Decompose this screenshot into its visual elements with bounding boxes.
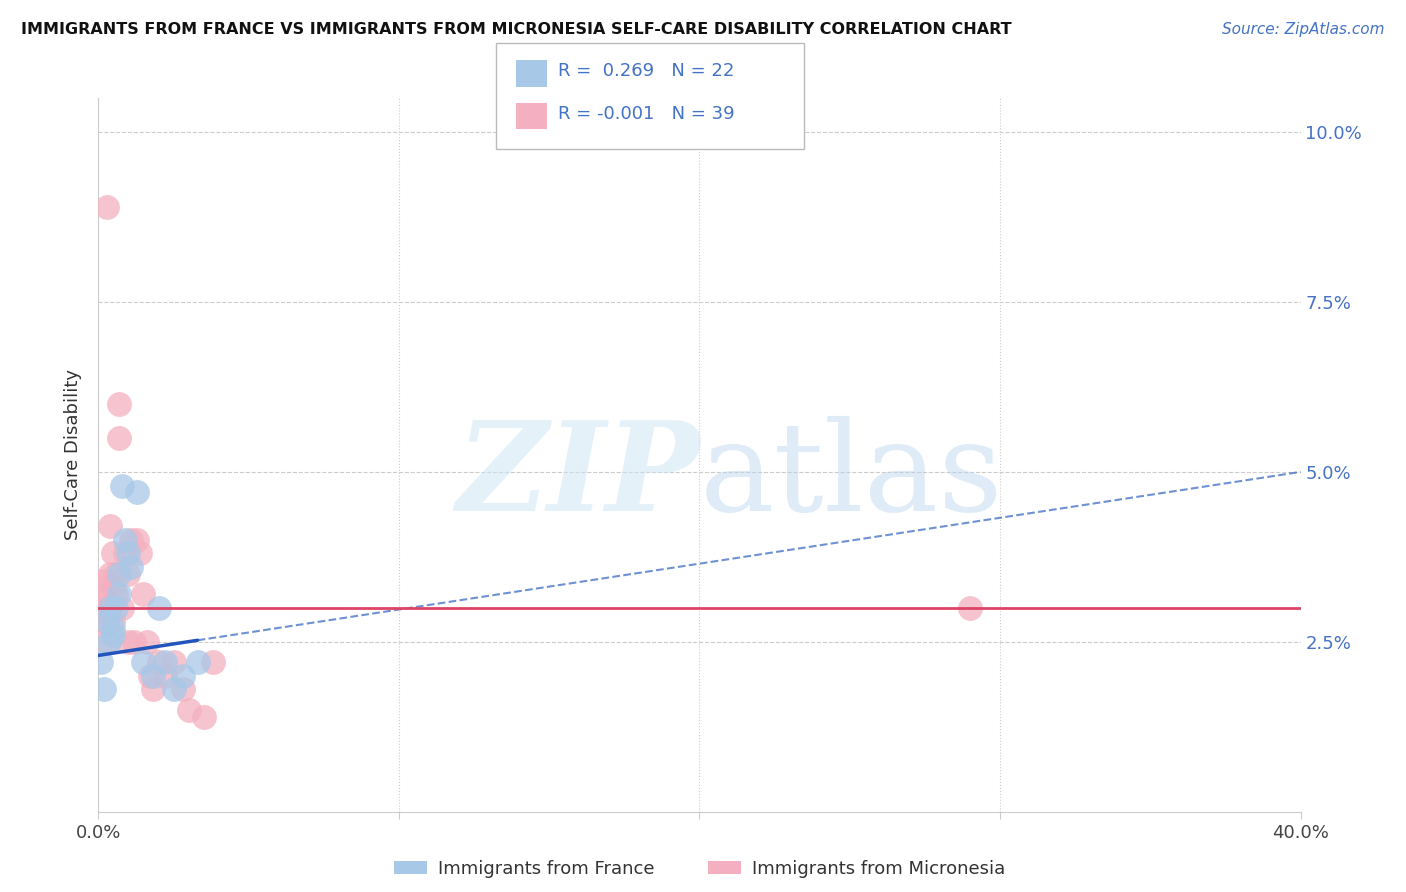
Point (105, 587, 128, 601)
Point (96, 581, 118, 595)
Point (162, 682, 184, 697)
Point (117, 566, 139, 581)
Point (103, 615, 125, 629)
Point (129, 546, 152, 560)
Point (177, 703, 200, 717)
Point (96, 635, 118, 649)
Point (135, 635, 157, 649)
Text: R = -0.001   N = 39: R = -0.001 N = 39 (558, 105, 735, 123)
Point (100, 519, 122, 533)
Text: R =  0.269   N = 22: R = 0.269 N = 22 (558, 62, 734, 80)
Point (127, 533, 149, 547)
Point (127, 485, 149, 500)
Point (117, 635, 139, 649)
Point (90, 615, 112, 629)
Point (187, 655, 209, 669)
Point (111, 600, 134, 615)
Point (162, 655, 184, 669)
Point (90, 600, 112, 615)
Text: ZIP: ZIP (456, 416, 700, 537)
Point (108, 397, 131, 411)
Point (153, 655, 176, 669)
Point (100, 600, 122, 615)
Point (132, 587, 155, 601)
Point (172, 669, 194, 683)
Point (97, 635, 120, 649)
Point (105, 566, 128, 581)
Point (93, 615, 115, 629)
Point (93, 574, 115, 588)
Point (138, 669, 160, 683)
Point (108, 566, 131, 581)
Point (121, 533, 143, 547)
Point (114, 533, 136, 547)
Point (148, 600, 170, 615)
Point (105, 600, 128, 615)
Point (117, 546, 139, 560)
Point (148, 655, 170, 669)
Point (90, 655, 112, 669)
Text: atlas: atlas (700, 416, 1002, 537)
Point (103, 621, 125, 635)
Point (141, 669, 163, 683)
Point (132, 655, 155, 669)
Point (96, 200, 118, 214)
Point (959, 600, 981, 615)
Text: IMMIGRANTS FROM FRANCE VS IMMIGRANTS FROM MICRONESIA SELF-CARE DISABILITY CORREL: IMMIGRANTS FROM FRANCE VS IMMIGRANTS FRO… (21, 22, 1012, 37)
Point (111, 478, 134, 492)
Point (93, 682, 115, 697)
Point (100, 600, 122, 615)
Point (96, 615, 118, 629)
Point (103, 546, 125, 560)
Point (121, 560, 143, 574)
Point (96, 600, 118, 615)
Point (114, 546, 136, 560)
Y-axis label: Self-Care Disability: Self-Care Disability (65, 369, 83, 541)
Point (100, 566, 122, 581)
Text: Source: ZipAtlas.com: Source: ZipAtlas.com (1222, 22, 1385, 37)
Point (103, 628, 125, 642)
Point (108, 431, 131, 445)
Point (193, 709, 215, 723)
Point (141, 682, 163, 697)
Point (124, 635, 146, 649)
Point (153, 669, 176, 683)
Point (172, 682, 194, 697)
Point (93, 587, 115, 601)
Point (201, 655, 224, 669)
Point (103, 581, 125, 595)
Point (108, 587, 131, 601)
Legend: Immigrants from France, Immigrants from Micronesia: Immigrants from France, Immigrants from … (387, 853, 1012, 885)
